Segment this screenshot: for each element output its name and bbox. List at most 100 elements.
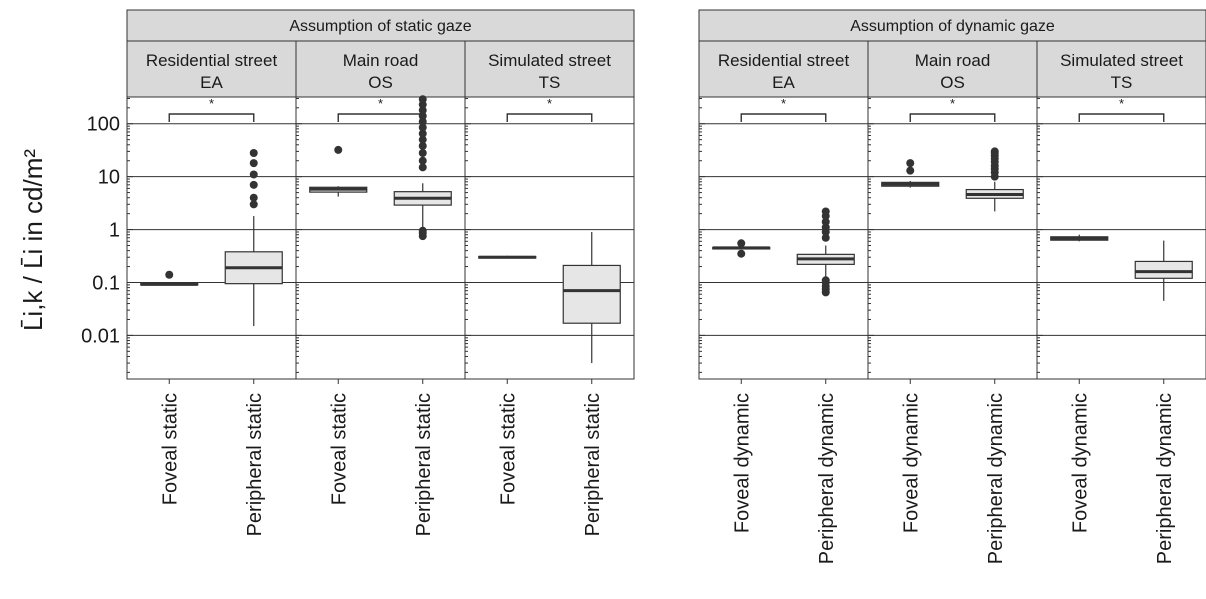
panel-title-line1: Main road [343,51,419,70]
significance-bracket [909,113,996,122]
facet-panel: Residential street EA Foveal dynamic Periph… [698,40,869,564]
group-strip [126,9,635,42]
y-tick-label: 0.01 [81,325,120,347]
significance-marker: * [209,96,214,111]
y-tick-label: 100 [87,114,120,136]
panel-title-line2: EA [200,73,223,92]
outlier-point [418,135,427,144]
y-tick-label: 10 [98,167,120,189]
panel-plot-area [295,96,466,380]
group-title: Assumption of dynamic gaze [850,18,1055,35]
box [1050,234,1109,242]
outlier-point [418,148,427,157]
significance-marker: * [547,96,552,111]
panel-title-line1: Simulated street [1060,51,1183,70]
y-tick-label: 0.1 [92,272,120,294]
outlier-point [334,145,343,154]
box [1134,240,1193,301]
group-strip [698,9,1206,42]
significance-bracket [337,113,424,122]
panel-title-line2: OS [368,73,393,92]
outlier-point [249,148,258,157]
significance-marker: * [378,96,383,111]
x-category-label: Foveal static [328,393,350,505]
outlier-point [165,270,174,279]
significance-bracket [506,113,593,122]
outlier-point [418,123,427,132]
facet-panel: Residential street EA Foveal static Periphe… [126,40,297,536]
outlier-point [821,276,830,285]
outlier-point [821,223,830,232]
panel-title-line2: TS [1111,73,1133,92]
panel-strip [464,40,635,98]
outlier-point [906,159,915,168]
panel-title-line1: Simulated street [488,51,611,70]
outlier-point [418,226,427,235]
x-category-label: Peripheral dynamic [1154,393,1176,564]
panel-title-line2: OS [940,73,965,92]
outlier-point [906,166,915,175]
box [309,145,368,197]
x-category-label: Foveal static [497,393,519,505]
outlier-point [821,233,830,242]
significance-marker: * [781,96,786,111]
outlier-point [737,249,746,258]
box-iqr [562,264,621,324]
panel-strip [1036,40,1206,98]
panel-title-line2: TS [539,73,561,92]
x-category-label: Foveal dynamic [900,393,922,533]
outlier-point [418,163,427,172]
box [881,159,940,188]
panel-plot-area [698,96,869,380]
panel-plot-area [126,96,297,380]
outlier-point [249,170,258,179]
x-category-label: Peripheral static [413,393,435,536]
outlier-point [821,217,830,226]
box [393,95,452,241]
x-category-label: Peripheral dynamic [816,393,838,564]
outlier-point [418,106,427,115]
group-title: Assumption of static gaze [289,18,471,35]
box [796,207,855,297]
panel-plot-area [867,96,1038,380]
outlier-point [737,239,746,248]
significance-bracket [740,113,827,122]
panel-plot-area [464,96,635,380]
y-tick-label: 1 [109,220,120,242]
x-category-label: Peripheral static [582,393,604,536]
x-category-label: Peripheral dynamic [985,393,1007,564]
box [478,255,537,259]
outlier-point [418,129,427,138]
facet-groups: Assumption of static gaze Residential str… [126,9,1206,564]
panel-title-line1: Residential street [718,51,850,70]
y-axis-title: L̄i,k / L̄i in cd/m² [18,149,48,331]
box [562,231,621,364]
outlier-point [418,156,427,165]
panel-title-line1: Main road [915,51,991,70]
panel-strip [867,40,1038,98]
y-tick-labels: 100 10 1 0.1 0.01 [81,114,120,348]
panel-title-line1: Residential street [146,51,278,70]
box [965,147,1024,212]
outlier-point [418,95,427,104]
outlier-point [249,159,258,168]
outlier-point [821,207,830,216]
panel-title-line2: EA [772,73,795,92]
panel-strip [295,40,466,98]
facet-panel: Main road OS Foveal static Peripheral stati… [295,40,466,536]
outlier-point [249,193,258,202]
significance-marker: * [950,96,955,111]
outlier-point [249,180,258,189]
facet-panel: Simulated street TS Foveal static Periphera… [464,40,635,536]
facet-group: Assumption of static gaze Residential str… [126,9,635,536]
panel-strip [126,40,297,98]
box-iqr [1134,260,1193,279]
y-axis-label: L̄i,k / L̄i in cd/m² [18,149,48,331]
x-category-label: Foveal static [159,393,181,505]
facet-panel: Simulated street TS Foveal dynamic Peripher… [1036,40,1206,564]
outlier-point [990,147,999,156]
x-category-label: Foveal dynamic [731,393,753,533]
x-category-label: Peripheral static [244,393,266,536]
